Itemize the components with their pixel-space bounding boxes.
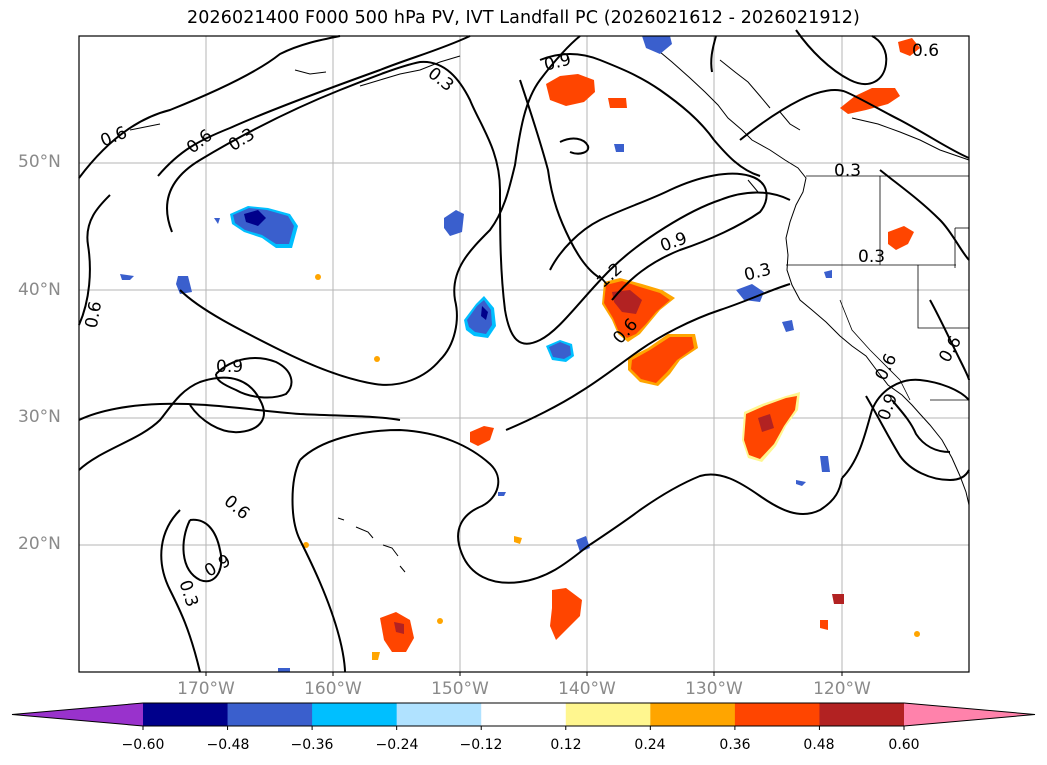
coastlines: [129, 51, 970, 573]
lat-label-40n: 40°N: [18, 280, 61, 300]
colorbar-segment: [143, 703, 229, 726]
colorbar-segment: [734, 703, 820, 726]
colorbar-tick: 0.36: [719, 737, 751, 753]
colorbar-tick: −0.36: [290, 737, 334, 753]
lat-label-50n: 50°N: [18, 152, 61, 172]
contour-label: 0.3: [858, 247, 885, 267]
colorbar-over-extension: [904, 703, 1035, 726]
colorbar-segment: [481, 703, 567, 726]
gridlines: [79, 36, 969, 672]
colorbar-segment: [565, 703, 651, 726]
colorbar-segment: [312, 703, 398, 726]
positive-anomaly-fills: [303, 38, 920, 660]
negative-anomaly-fills: [120, 36, 832, 672]
lon-label-170w: 170°W: [177, 679, 235, 699]
lat-label-30n: 30°N: [18, 407, 61, 427]
colorbar-tick: −0.12: [459, 737, 503, 753]
colorbar: [11, 702, 1036, 730]
map-frame: [78, 35, 970, 673]
colorbar-tick: 0.48: [803, 737, 835, 753]
colorbar-tick: 0.12: [550, 737, 582, 753]
contour-label: 0.6: [82, 300, 106, 330]
map-title: 2026021400 F000 500 hPa PV, IVT Landfall…: [187, 8, 860, 28]
colorbar-segment: [227, 703, 313, 726]
contour-label: 0.9: [216, 357, 243, 377]
lat-label-20n: 20°N: [18, 534, 61, 554]
colorbar-under-extension: [12, 703, 143, 726]
lon-label-150w: 150°W: [431, 679, 489, 699]
contour-label: 0.6: [912, 41, 939, 61]
colorbar-tick: 0.24: [634, 737, 666, 753]
lon-label-130w: 130°W: [685, 679, 743, 699]
lon-label-140w: 140°W: [558, 679, 616, 699]
colorbar-segment: [396, 703, 482, 726]
colorbar-segment: [650, 703, 736, 726]
colorbar-tick: −0.48: [206, 737, 250, 753]
colorbar-tick: −0.60: [121, 737, 165, 753]
colorbar-tick: 0.60: [888, 737, 920, 753]
lon-label-160w: 160°W: [304, 679, 362, 699]
colorbar-tick: −0.24: [375, 737, 419, 753]
pv-contours: [78, 29, 970, 673]
lon-label-120w: 120°W: [813, 679, 871, 699]
contour-label: 0.3: [834, 161, 861, 181]
colorbar-segment: [819, 703, 905, 726]
